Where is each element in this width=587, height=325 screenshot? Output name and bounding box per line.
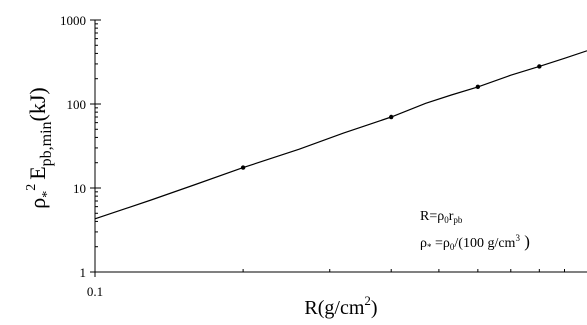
y-tick-label: 1000 [60,13,86,28]
x-ticks: 0.1 [87,269,565,299]
y-title-e: E [25,166,50,179]
series-line [94,50,587,220]
y-ticks: 1 10 100 1000 [60,13,101,280]
annot1-r2: r [449,209,454,224]
annot2-sub0: 0 [450,242,455,252]
annot2-close: ) [520,232,530,251]
annot1-sub0: 0 [444,215,449,225]
y-title-subscript: pb,min [38,121,55,166]
x-title-tail: ) [371,297,378,319]
y-tick-label: 10 [73,181,86,196]
data-point [475,84,481,90]
data-point [240,165,246,170]
x-tick-label: 0.1 [87,284,103,299]
annot2-sup3: 3 [515,233,520,243]
annot1-r: R=ρ [420,209,444,224]
data-point [537,64,542,69]
y-tick-label: 1 [80,265,87,280]
x-axis-title: R(g/cm2) [304,293,377,319]
y-tick-label: 100 [67,97,87,112]
annot2-star: * [427,242,432,252]
y-title-unit: (kJ) [25,87,50,121]
series-layer [94,50,587,220]
annot1-subpb: pb [453,215,463,225]
y-axis-title: ρ*2 Epb,min(kJ) [24,87,55,209]
y-title-square: 2 [24,184,39,191]
data-point [389,114,394,120]
x-title-sup: 2 [364,293,371,308]
y-title-star: * [40,191,55,198]
x-title-base: R(g/cm [304,297,364,319]
annotation-rho-star-definition: ρ* =ρ0/(100 g/cm3 ) [420,232,530,252]
annot2-rest: /(100 g/cm [454,236,515,251]
annotation-r-definition: R=ρ0rpb [420,209,463,225]
annot2-eq: =ρ [432,236,450,251]
y-title-rho: ρ [25,198,50,209]
plot-frame [94,20,587,273]
annot2-rho: ρ [420,236,427,251]
